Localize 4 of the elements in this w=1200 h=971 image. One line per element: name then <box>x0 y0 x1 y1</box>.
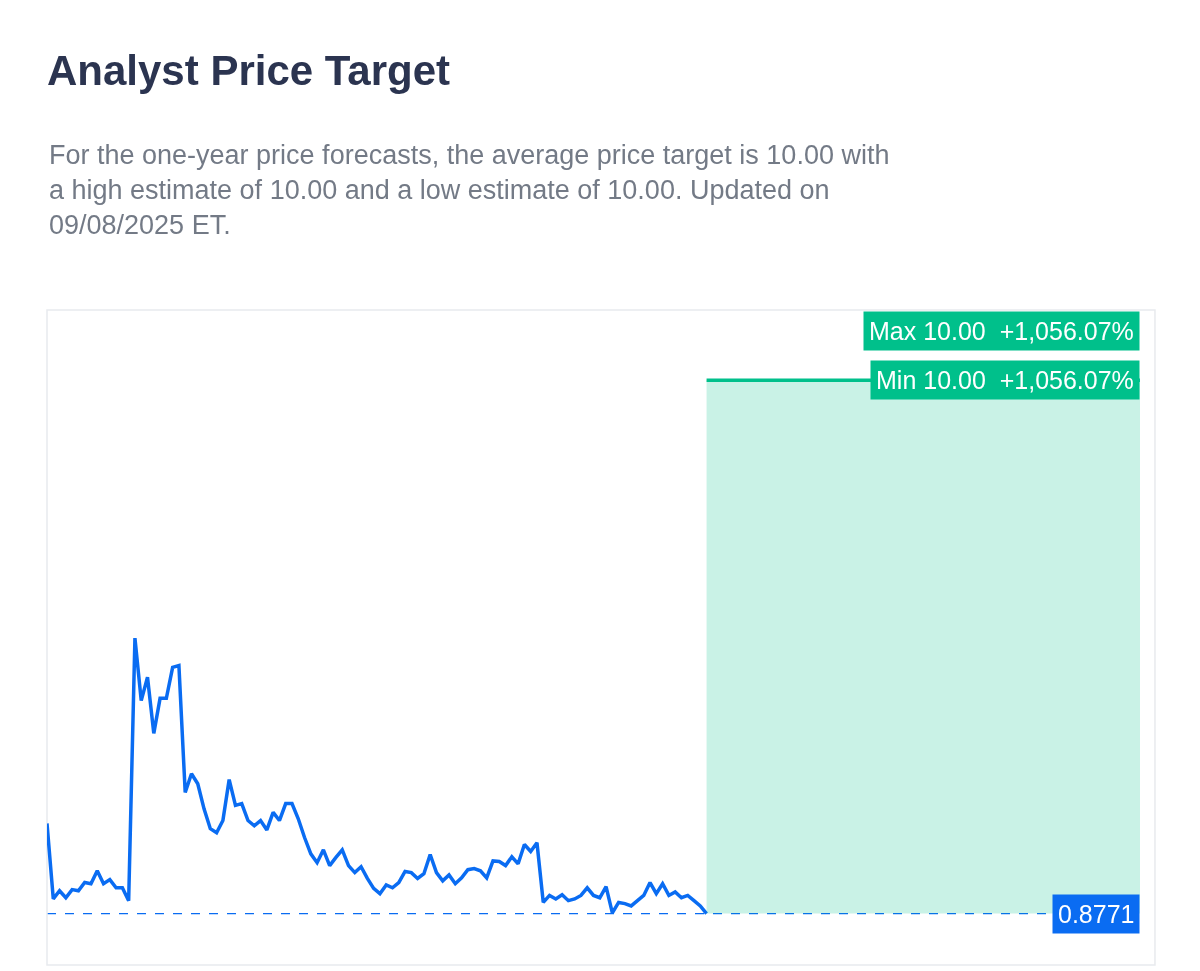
chart-subtitle: For the one-year price forecasts, the average price target is 10.00 with a high estimate of 10.00 and a low estimate of 10.00. Updated on 09/08/2025 ET. <box>49 140 890 241</box>
annotation: 0.8771 <box>1058 900 1135 928</box>
annotation: Max 10.00 +1,056.07% <box>869 317 1134 345</box>
chart-title: Analyst Price Target <box>47 46 451 94</box>
